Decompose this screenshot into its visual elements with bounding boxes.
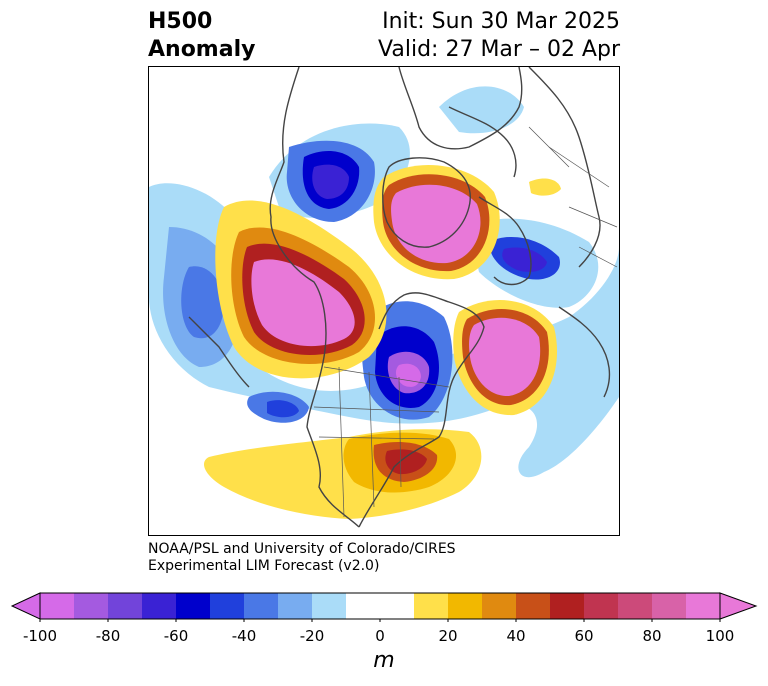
colorbar-segment (346, 593, 381, 619)
init-date: Init: Sun 30 Mar 2025 (382, 9, 620, 34)
colorbar-tick-label: -100 (22, 627, 58, 645)
colorbar-segment (516, 593, 551, 619)
colorbar-unit: m (373, 648, 395, 673)
colorbar-segment (652, 593, 687, 619)
colorbar-over-arrow (719, 592, 758, 620)
colorbar-segment (584, 593, 619, 619)
colorbar-tick-label: -80 (95, 627, 121, 645)
colorbar-segment (482, 593, 517, 619)
colorbar-segment (414, 593, 449, 619)
colorbar-tick-label: 60 (574, 627, 594, 645)
colorbar-segment (244, 593, 279, 619)
colorbar-segment (176, 593, 211, 619)
colorbar-tick-label: 0 (375, 627, 385, 645)
colorbar-tick-label: 40 (506, 627, 526, 645)
colorbar-segment (448, 593, 483, 619)
colorbar-segment (74, 593, 109, 619)
colorbar-segment (686, 593, 721, 619)
colorbar-segment (550, 593, 585, 619)
colorbar-segment (40, 593, 75, 619)
colorbar-tick-label: -20 (299, 627, 325, 645)
colorbar-under-arrow (10, 592, 41, 620)
forecast-dates: Init: Sun 30 Mar 2025 Valid: 27 Mar – 02… (378, 8, 620, 64)
colorbar-tick-label: 80 (642, 627, 662, 645)
anomaly-map-svg (149, 67, 619, 528)
colorbar (10, 592, 758, 622)
credit-text: NOAA/PSL and University of Colorado/CIRE… (148, 541, 456, 575)
credit-line-1: NOAA/PSL and University of Colorado/CIRE… (148, 541, 456, 557)
colorbar-tick-label: -40 (231, 627, 257, 645)
colorbar-segment (278, 593, 313, 619)
colorbar-tick-label: 100 (705, 627, 735, 645)
colorbar-segment (312, 593, 347, 619)
anomaly-map (148, 66, 620, 536)
colorbar-tick-label: -60 (163, 627, 189, 645)
chart-title: H500 Anomaly (148, 8, 255, 64)
colorbar-tick-label: 20 (438, 627, 458, 645)
coastlines (188, 67, 611, 528)
title-line-1: H500 (148, 9, 213, 34)
colorbar-segment (142, 593, 177, 619)
colorbar-segment (380, 593, 415, 619)
political-borders (313, 126, 618, 518)
colorbar-segment (108, 593, 143, 619)
title-line-2: Anomaly (148, 37, 256, 62)
credit-line-2: Experimental LIM Forecast (v2.0) (148, 558, 380, 574)
colorbar-segment (210, 593, 245, 619)
valid-range: Valid: 27 Mar – 02 Apr (378, 37, 620, 62)
colorbar-segment (618, 593, 653, 619)
